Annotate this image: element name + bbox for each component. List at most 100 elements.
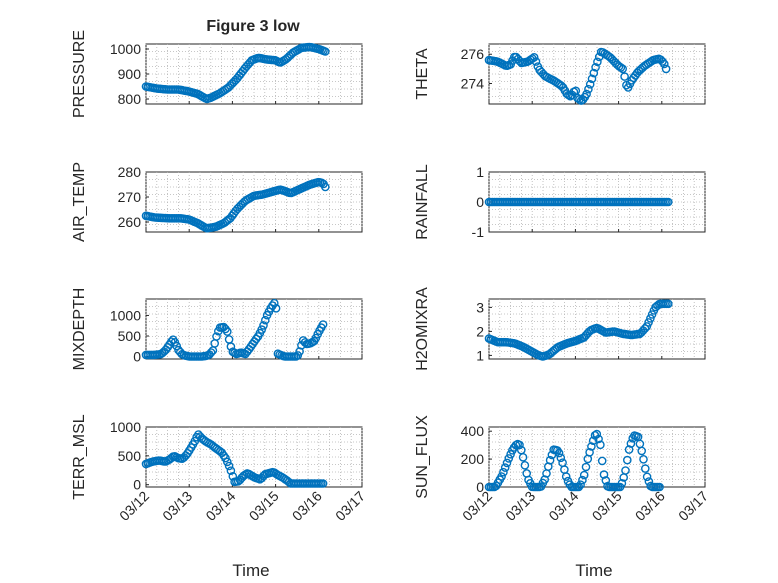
subplot-1: 800 900 1000 PRESSURE (71, 30, 363, 118)
data-point (642, 322, 652, 331)
data-point (561, 472, 571, 481)
y-tick-label: 280 (118, 164, 142, 180)
data-point (320, 47, 330, 56)
subplot-6: 1 2 3 H2OMIXRA (414, 287, 706, 371)
subplot-8: 0 200 400 03/12 03/13 03/14 03/15 03/16 03/17 SUN… (414, 415, 711, 524)
data-point (318, 479, 328, 488)
y-tick-label: 1 (476, 164, 484, 180)
data-point (520, 460, 530, 470)
data-point (585, 447, 594, 457)
data-point (226, 342, 236, 351)
data-point (655, 482, 664, 492)
data-point (257, 325, 267, 334)
data-point (206, 348, 216, 357)
data-point (620, 72, 629, 81)
data-point (587, 74, 597, 84)
data-point (518, 452, 528, 462)
data-point (222, 327, 232, 336)
data-point (637, 446, 647, 456)
data-point (576, 480, 585, 490)
y-axis-label: RAINFALL (414, 164, 431, 240)
x-tick-label: 03/16 (289, 488, 325, 524)
x-tick-label: 03/13 (159, 488, 195, 524)
data-point (592, 429, 602, 439)
data-point (623, 455, 632, 465)
y-tick-label: 800 (118, 91, 142, 107)
y-axis-label: PRESSURE (71, 30, 88, 118)
data-point (626, 439, 636, 448)
data-point (639, 454, 648, 464)
data-point (594, 434, 603, 444)
data-point (664, 197, 673, 207)
data-point (511, 440, 521, 450)
data-point (502, 458, 512, 468)
data-point (260, 315, 270, 325)
data-point (597, 456, 607, 466)
y-tick-label: 500 (118, 448, 142, 464)
x-tick-label: 03/12 (116, 488, 152, 524)
data-point (222, 457, 232, 467)
subplot-7: 0 500 1000 03/12 03/13 03/14 03/15 03/16 03/17 TE… (71, 414, 368, 524)
y-tick-label: 500 (118, 328, 142, 344)
y-tick-label: 274 (461, 76, 485, 92)
data-point (621, 466, 630, 475)
data-point (172, 341, 181, 351)
data-point (271, 303, 281, 313)
data-point (588, 436, 598, 446)
y-tick-label: 400 (461, 423, 485, 439)
subplot-4: -1 0 1 RAINFALL (414, 164, 706, 240)
y-tick-label: 1000 (110, 419, 141, 435)
y-tick-label: 0 (133, 349, 141, 365)
data-point (640, 324, 650, 333)
y-tick-label: 0 (476, 479, 484, 495)
data-point (259, 321, 268, 330)
data-point (224, 461, 234, 471)
figure-title: Figure 3 low (206, 18, 300, 35)
data-point (664, 299, 673, 309)
data-point (616, 63, 626, 72)
data-point (226, 466, 236, 476)
data-point (545, 455, 555, 465)
y-axis-label: H2OMIXRA (414, 287, 431, 371)
data-point (504, 454, 514, 463)
x-tick-label: 03/15 (589, 488, 625, 524)
data-point (578, 475, 587, 485)
data-point (599, 470, 609, 479)
data-point (661, 64, 671, 74)
x-tick-label: 03/14 (202, 488, 238, 524)
data-point (320, 182, 330, 192)
data-point (579, 470, 589, 480)
data-point (554, 448, 564, 458)
subplot-5: 0 500 1000 MIXDEPTH (71, 288, 363, 370)
data-point (531, 57, 541, 66)
data-point (190, 436, 200, 446)
data-point (529, 53, 539, 62)
x-tick-label: 03/15 (246, 488, 282, 524)
data-point (585, 80, 595, 89)
data-point (318, 320, 328, 329)
y-tick-label: 260 (118, 214, 142, 230)
y-axis-label: TERR_MSL (71, 414, 88, 499)
data-point (499, 467, 508, 477)
data-point (644, 318, 653, 327)
data-point (646, 314, 655, 323)
y-tick-label: 200 (461, 451, 485, 467)
data-point (647, 310, 657, 319)
data-point (584, 84, 593, 94)
y-tick-label: 3 (476, 299, 484, 315)
data-point (581, 462, 591, 472)
data-point (269, 298, 279, 308)
y-tick-label: 0 (476, 194, 484, 210)
y-tick-label: 0 (133, 477, 141, 493)
y-tick-label: 270 (118, 189, 142, 205)
x-axis-label-left: Time (232, 561, 269, 580)
x-tick-label: 03/13 (502, 488, 538, 524)
data-point (515, 440, 524, 450)
data-point (596, 440, 605, 450)
y-tick-label: 2 (476, 323, 484, 339)
y-tick-label: 1 (476, 347, 484, 363)
data-point (575, 95, 584, 104)
data-point (624, 445, 634, 454)
subplot-2: 274 276 THETA (414, 43, 706, 105)
